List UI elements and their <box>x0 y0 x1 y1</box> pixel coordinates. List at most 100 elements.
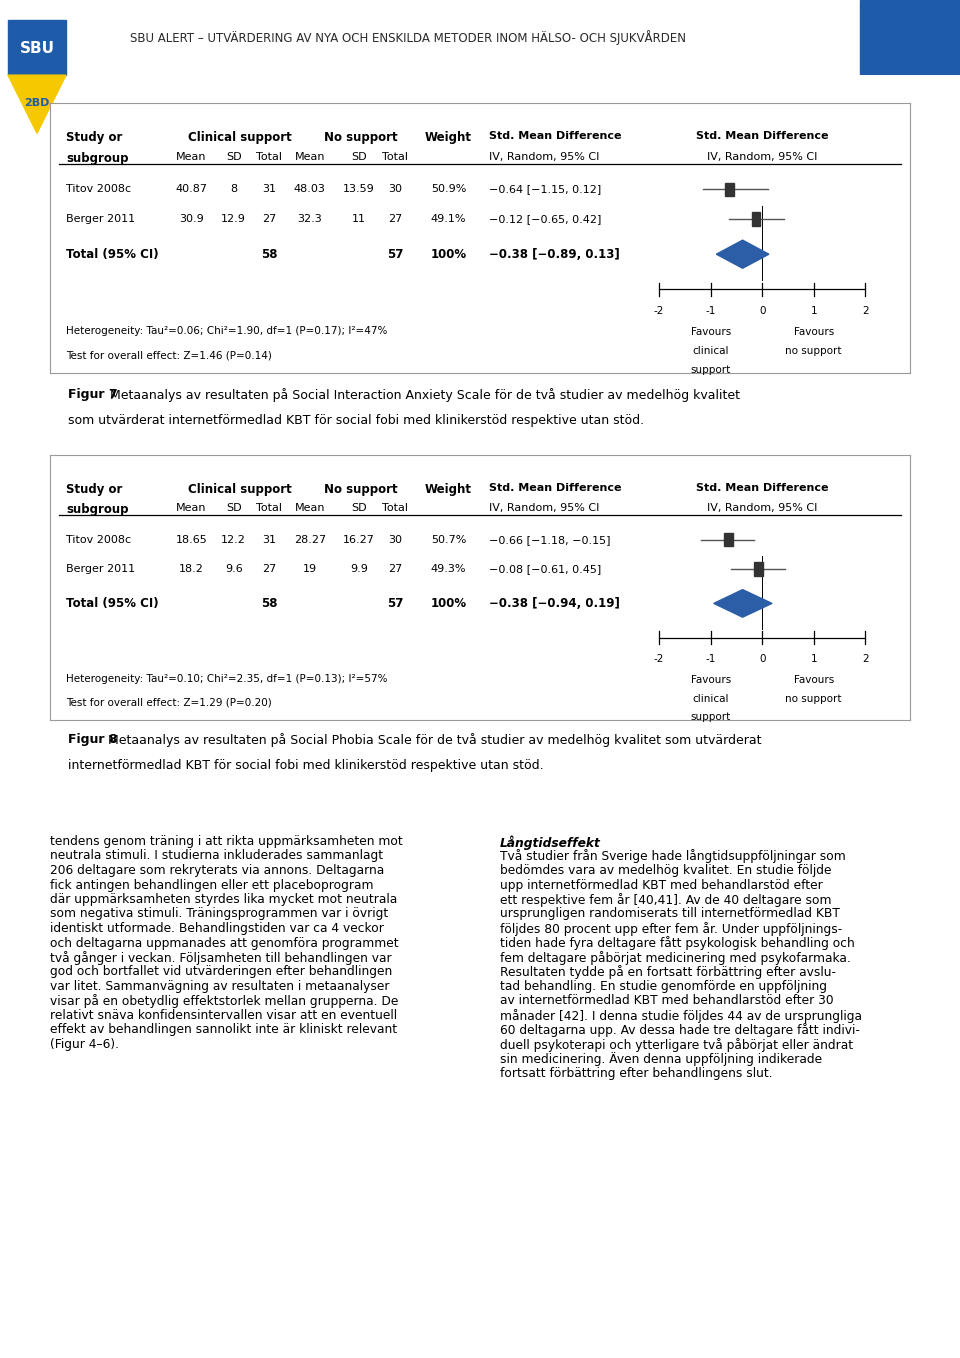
Text: no support: no support <box>785 694 842 703</box>
Text: Resultaten tydde på en fortsatt förbättring efter avslu-: Resultaten tydde på en fortsatt förbättr… <box>500 966 836 979</box>
Text: visar på en obetydlig effektstorlek mellan grupperna. De: visar på en obetydlig effektstorlek mell… <box>50 994 398 1009</box>
Text: 9.9: 9.9 <box>350 564 368 574</box>
Text: 0: 0 <box>759 653 765 664</box>
Text: −0.38 [−0.89, 0.13]: −0.38 [−0.89, 0.13] <box>489 247 620 261</box>
Text: Total: Total <box>382 152 408 162</box>
Text: upp internetförmedlad KBT med behandlarstöd efter: upp internetförmedlad KBT med behandlars… <box>500 879 823 891</box>
Text: SBU: SBU <box>19 41 55 56</box>
Text: Berger 2011: Berger 2011 <box>66 215 135 224</box>
Text: 12.9: 12.9 <box>221 215 246 224</box>
Text: 18.2: 18.2 <box>180 564 204 574</box>
Text: ett respektive fem år [40,41]. Av de 40 deltagare som: ett respektive fem år [40,41]. Av de 40 … <box>500 894 831 907</box>
Text: 100%: 100% <box>431 247 467 261</box>
Text: Två studier från Sverige hade långtidsuppföljningar som: Två studier från Sverige hade långtidsup… <box>500 850 846 864</box>
Text: Metaanalys av resultaten på Social Phobia Scale för de två studier av medelhög k: Metaanalys av resultaten på Social Phobi… <box>108 733 761 747</box>
Text: 31: 31 <box>262 535 276 545</box>
Text: Internetförmedlad psykologisk behandling vid ångest- och förstämningssyndrom: Internetförmedlad psykologisk behandling… <box>80 1334 558 1348</box>
Text: 27: 27 <box>262 564 276 574</box>
Text: Clinical support: Clinical support <box>187 483 291 496</box>
Text: -2: -2 <box>654 653 664 664</box>
Text: 27: 27 <box>388 215 402 224</box>
Text: var litet. Sammanvägning av resultaten i metaanalyser: var litet. Sammanvägning av resultaten i… <box>50 980 390 993</box>
Text: Mean: Mean <box>295 502 325 513</box>
Text: Weight: Weight <box>425 132 472 144</box>
Text: 31: 31 <box>262 185 276 194</box>
Bar <box>752 212 760 225</box>
Text: Total (95% CI): Total (95% CI) <box>66 247 158 261</box>
Text: 32.3: 32.3 <box>298 215 323 224</box>
Text: -1: -1 <box>706 653 716 664</box>
Text: −0.12 [−0.65, 0.42]: −0.12 [−0.65, 0.42] <box>489 215 601 224</box>
Text: SD: SD <box>351 152 367 162</box>
Text: fortsatt förbättring efter behandlingens slut.: fortsatt förbättring efter behandlingens… <box>500 1067 773 1080</box>
Text: och deltagarna uppmanades att genomföra programmet: och deltagarna uppmanades att genomföra … <box>50 937 398 949</box>
Text: 48.03: 48.03 <box>294 185 325 194</box>
Text: 49.1%: 49.1% <box>431 215 467 224</box>
Text: ursprungligen randomiserats till internetförmedlad KBT: ursprungligen randomiserats till interne… <box>500 907 840 921</box>
Text: Heterogeneity: Tau²=0.10; Chi²=2.35, df=1 (P=0.13); I²=57%: Heterogeneity: Tau²=0.10; Chi²=2.35, df=… <box>66 674 388 684</box>
Text: Weight: Weight <box>425 483 472 496</box>
Text: 50.9%: 50.9% <box>431 185 467 194</box>
Text: (Figur 4–6).: (Figur 4–6). <box>50 1038 119 1051</box>
Text: där uppmärksamheten styrdes lika mycket mot neutrala: där uppmärksamheten styrdes lika mycket … <box>50 894 397 906</box>
Text: 27: 27 <box>388 564 402 574</box>
Text: som utvärderat internetförmedlad KBT för social fobi med klinikerstöd respektive: som utvärderat internetförmedlad KBT för… <box>68 414 644 426</box>
Text: −0.08 [−0.61, 0.45]: −0.08 [−0.61, 0.45] <box>489 564 601 574</box>
Text: −0.38 [−0.94, 0.19]: −0.38 [−0.94, 0.19] <box>489 598 620 610</box>
Polygon shape <box>716 240 769 269</box>
Text: No support: No support <box>324 483 398 496</box>
Text: Långtidseffekt: Långtidseffekt <box>500 835 601 850</box>
Text: -2: -2 <box>654 306 664 315</box>
Text: 60 deltagarna upp. Av dessa hade tre deltagare fått indivi-: 60 deltagarna upp. Av dessa hade tre del… <box>500 1024 860 1038</box>
Text: 58: 58 <box>261 598 277 610</box>
Text: Std. Mean Difference: Std. Mean Difference <box>489 132 621 141</box>
Text: 30: 30 <box>388 535 402 545</box>
Text: 2: 2 <box>862 653 869 664</box>
Text: tiden hade fyra deltagare fått psykologisk behandling och: tiden hade fyra deltagare fått psykologi… <box>500 937 854 951</box>
Text: Metaanalys av resultaten på Social Interaction Anxiety Scale för de två studier : Metaanalys av resultaten på Social Inter… <box>110 388 740 402</box>
Text: av internetförmedlad KBT med behandlarstöd efter 30: av internetförmedlad KBT med behandlarst… <box>500 994 833 1008</box>
Text: Mean: Mean <box>177 152 206 162</box>
Text: effekt av behandlingen sannolikt inte är kliniskt relevant: effekt av behandlingen sannolikt inte är… <box>50 1024 397 1036</box>
Text: Study or: Study or <box>66 132 123 144</box>
Polygon shape <box>8 75 66 133</box>
Bar <box>724 534 732 546</box>
Text: IV, Random, 95% CI: IV, Random, 95% CI <box>707 152 817 162</box>
Text: 11: 11 <box>352 215 366 224</box>
Text: 28.27: 28.27 <box>294 535 325 545</box>
Text: 2BD: 2BD <box>24 98 50 109</box>
Bar <box>8 20 66 75</box>
Text: Std. Mean Difference: Std. Mean Difference <box>696 483 828 493</box>
Text: support: support <box>690 712 731 722</box>
Text: SD: SD <box>226 502 242 513</box>
Text: fick antingen behandlingen eller ett placeboprogram: fick antingen behandlingen eller ett pla… <box>50 879 373 891</box>
Text: 16: 16 <box>35 1334 55 1348</box>
Text: Berger 2011: Berger 2011 <box>66 564 135 574</box>
Text: Total: Total <box>382 502 408 513</box>
Text: 16.27: 16.27 <box>343 535 375 545</box>
Text: 206 deltagare som rekryterats via annons. Deltagarna: 206 deltagare som rekryterats via annons… <box>50 864 384 877</box>
Text: Titov 2008c: Titov 2008c <box>66 185 132 194</box>
Text: Favours: Favours <box>794 327 834 337</box>
Text: Std. Mean Difference: Std. Mean Difference <box>489 483 621 493</box>
Text: 30.9: 30.9 <box>180 215 204 224</box>
Bar <box>860 0 960 75</box>
Text: SD: SD <box>226 152 242 162</box>
Text: tad behandling. En studie genomförde en uppföljning: tad behandling. En studie genomförde en … <box>500 980 827 993</box>
Text: IV, Random, 95% CI: IV, Random, 95% CI <box>707 502 817 513</box>
Text: support: support <box>690 365 731 375</box>
Text: 57: 57 <box>387 598 403 610</box>
Text: SD: SD <box>351 502 367 513</box>
Text: Favours: Favours <box>690 675 731 684</box>
Text: clinical: clinical <box>692 346 729 356</box>
Text: 8: 8 <box>230 185 237 194</box>
Text: -1: -1 <box>706 306 716 315</box>
Text: subgroup: subgroup <box>66 502 129 516</box>
Text: Total: Total <box>256 502 282 513</box>
Text: 40.87: 40.87 <box>176 185 207 194</box>
Text: 100%: 100% <box>431 598 467 610</box>
Text: 27: 27 <box>262 215 276 224</box>
Text: duell psykoterapi och ytterligare två påbörjat eller ändrat: duell psykoterapi och ytterligare två på… <box>500 1038 853 1052</box>
Text: internetförmedlad KBT för social fobi med klinikerstöd respektive utan stöd.: internetförmedlad KBT för social fobi me… <box>68 759 543 771</box>
Text: Total (95% CI): Total (95% CI) <box>66 598 158 610</box>
